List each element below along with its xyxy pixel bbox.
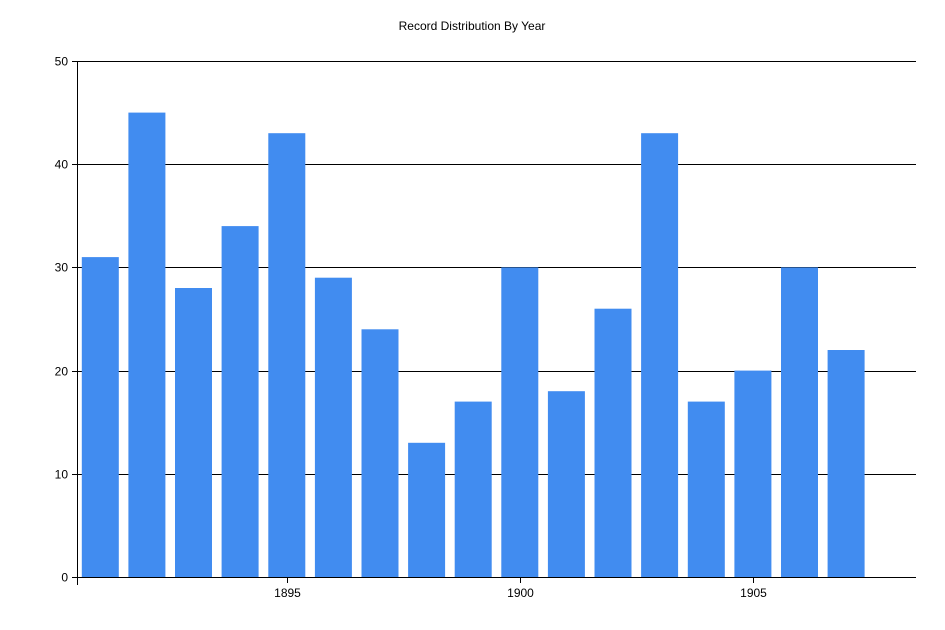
bar xyxy=(81,257,119,577)
x-tick-label: 1895 xyxy=(274,586,301,600)
bar xyxy=(781,267,818,577)
bar xyxy=(221,226,259,577)
bar xyxy=(408,442,446,577)
bar xyxy=(314,277,352,577)
y-tick-label: 50 xyxy=(55,55,69,69)
bar xyxy=(454,401,492,577)
x-tick-label: 1905 xyxy=(740,586,767,600)
y-tick-label: 30 xyxy=(55,261,69,275)
chart-title: Record Distribution By Year xyxy=(399,19,546,33)
bar xyxy=(128,112,166,577)
y-tick-label: 40 xyxy=(55,158,69,172)
x-tick-label: 1900 xyxy=(507,586,534,600)
bar xyxy=(268,133,306,577)
bars xyxy=(81,112,865,577)
grid-lines xyxy=(77,61,916,475)
y-tick-label: 20 xyxy=(55,365,69,379)
bar xyxy=(175,288,212,577)
axes: 0 10 20 30 40 50 1895 1900 1905 xyxy=(55,55,916,600)
y-tick-label: 10 xyxy=(55,468,69,482)
bar xyxy=(361,329,399,577)
bar xyxy=(501,267,539,577)
bar xyxy=(547,391,585,577)
bar xyxy=(827,350,865,577)
bar xyxy=(687,401,725,577)
bar xyxy=(641,133,679,577)
bar xyxy=(594,308,632,577)
y-tick-label: 0 xyxy=(61,571,68,585)
bar xyxy=(734,370,772,577)
